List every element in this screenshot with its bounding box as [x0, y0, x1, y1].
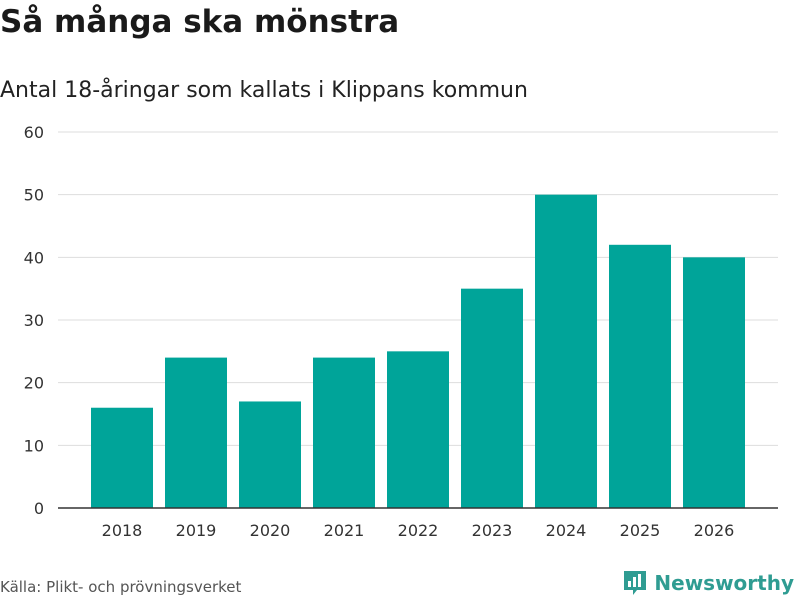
y-tick-label: 10: [24, 436, 44, 455]
x-tick-label: 2025: [620, 521, 661, 540]
x-tick-label: 2020: [250, 521, 291, 540]
bar-2020: [239, 401, 301, 508]
brand-logo: Newsworthy: [622, 569, 794, 597]
x-tick-label: 2023: [472, 521, 513, 540]
y-tick-label: 50: [24, 186, 44, 205]
y-tick-label: 30: [24, 311, 44, 330]
bar-2018: [91, 407, 153, 508]
bar-2026: [683, 257, 745, 508]
x-tick-label: 2019: [176, 521, 217, 540]
x-tick-label: 2018: [102, 521, 143, 540]
y-tick-label: 0: [34, 499, 44, 518]
x-tick-label: 2024: [546, 521, 587, 540]
bar-2022: [387, 351, 449, 508]
source-note: Källa: Plikt- och prövningsverket: [0, 578, 242, 596]
brand-name: Newsworthy: [654, 571, 794, 595]
y-tick-label: 40: [24, 248, 44, 267]
y-tick-label: 20: [24, 374, 44, 393]
x-tick-labels: 2018 2019 2020 2021 2022 2023 2024 2025 2026: [102, 521, 735, 540]
x-tick-label: 2021: [324, 521, 365, 540]
y-tick-label: 60: [24, 123, 44, 142]
chart-title: Så många ska mönstra: [0, 4, 400, 40]
x-tick-label: 2022: [398, 521, 439, 540]
bar-chart-logo-icon: [624, 571, 647, 595]
bar-2021: [313, 357, 375, 508]
bar-2023: [461, 288, 523, 508]
x-tick-label: 2026: [694, 521, 735, 540]
bars: [91, 194, 745, 509]
y-tick-labels: 0 10 20 30 40 50 60: [24, 123, 44, 518]
bar-2019: [165, 357, 227, 508]
bar-2024: [535, 194, 597, 508]
bar-2025: [609, 244, 671, 509]
chart-subtitle: Antal 18-åringar som kallats i Klippans …: [0, 78, 528, 103]
